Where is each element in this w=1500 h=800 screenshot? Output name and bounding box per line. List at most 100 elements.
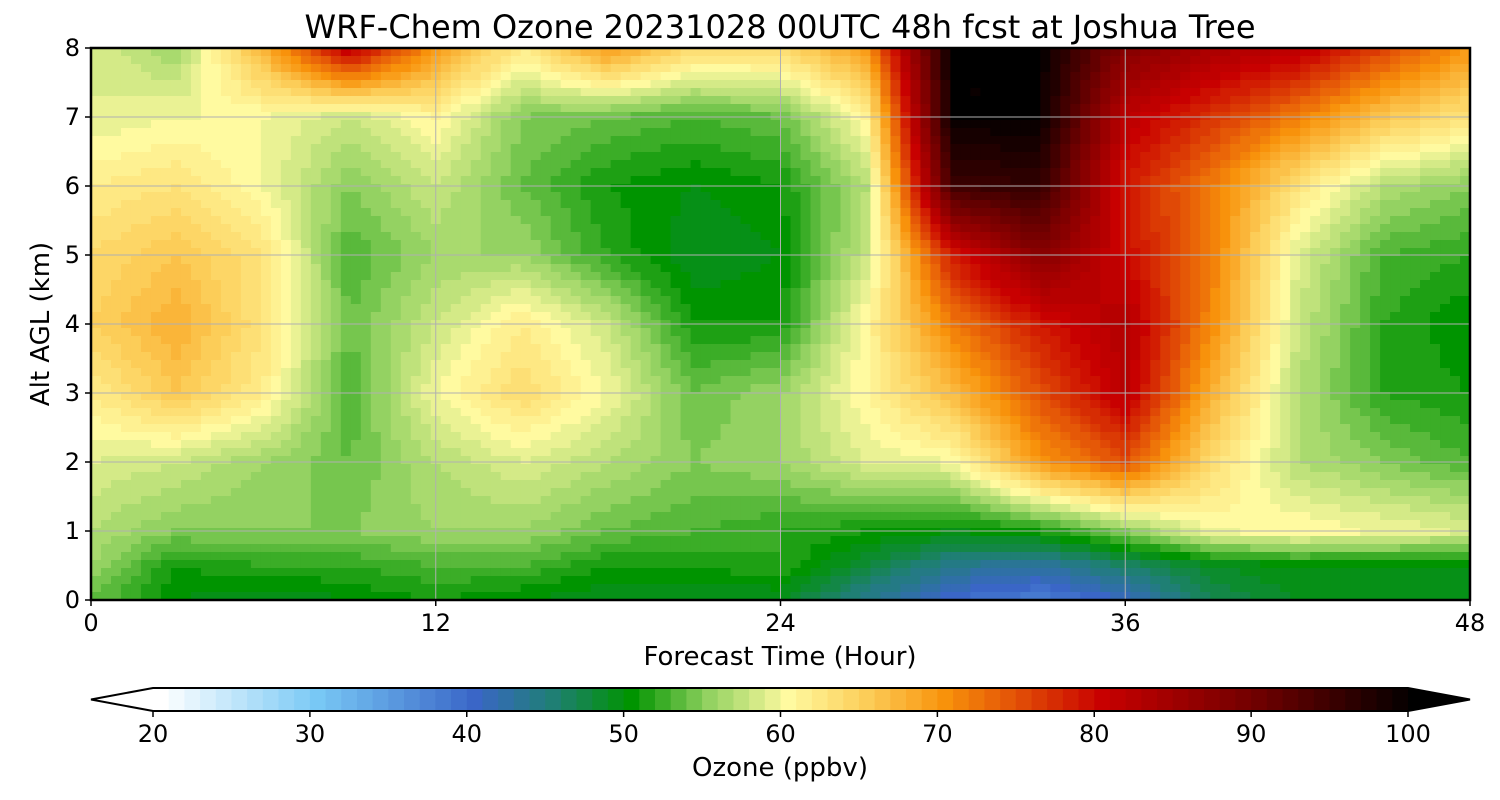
contour-cell bbox=[1150, 152, 1161, 161]
contour-cell bbox=[220, 200, 232, 209]
contour-cell bbox=[1410, 168, 1421, 177]
contour-cell bbox=[100, 216, 112, 225]
contour-cell bbox=[1190, 224, 1201, 233]
contour-cell bbox=[660, 272, 672, 281]
contour-cell bbox=[510, 232, 522, 241]
contour-cell bbox=[1430, 96, 1441, 105]
contour-cell bbox=[350, 240, 362, 249]
contour-cell bbox=[400, 160, 412, 169]
contour-cell bbox=[390, 288, 402, 297]
contour-cell bbox=[790, 96, 802, 105]
contour-cell bbox=[1200, 208, 1211, 217]
contour-cell bbox=[1060, 296, 1071, 305]
contour-cell bbox=[480, 176, 492, 185]
contour-cell bbox=[1000, 104, 1011, 113]
contour-cell bbox=[1200, 192, 1211, 201]
contour-cell bbox=[1420, 72, 1431, 81]
contour-cell bbox=[1110, 248, 1121, 257]
contour-cell bbox=[130, 144, 142, 153]
contour-cell bbox=[450, 232, 462, 241]
contour-cell bbox=[450, 88, 462, 97]
contour-cell bbox=[660, 264, 672, 273]
contour-cell bbox=[960, 120, 971, 129]
contour-cell bbox=[1300, 176, 1311, 185]
contour-cell bbox=[850, 72, 862, 81]
contour-cell bbox=[1180, 96, 1191, 105]
contour-cell bbox=[1400, 200, 1411, 209]
contour-cell bbox=[1330, 296, 1341, 305]
contour-cell bbox=[730, 88, 742, 97]
contour-cell bbox=[730, 296, 742, 305]
contour-cell bbox=[260, 208, 272, 217]
contour-cell bbox=[1270, 288, 1281, 297]
contour-cell bbox=[1170, 96, 1181, 105]
contour-cell bbox=[1170, 272, 1181, 281]
contour-cell bbox=[170, 200, 182, 209]
contour-cell bbox=[1090, 48, 1101, 57]
contour-cell bbox=[520, 176, 532, 185]
contour-cell bbox=[1050, 192, 1061, 201]
contour-cell bbox=[790, 328, 802, 337]
contour-cell bbox=[1310, 56, 1321, 65]
contour-cell bbox=[580, 56, 592, 65]
contour-cell bbox=[200, 264, 212, 273]
contour-cell bbox=[900, 312, 911, 321]
contour-cell bbox=[980, 216, 991, 225]
contour-cell bbox=[230, 192, 242, 201]
contour-cell bbox=[720, 264, 732, 273]
contour-cell bbox=[300, 264, 312, 273]
contour-cell bbox=[580, 256, 592, 265]
contour-cell bbox=[1350, 112, 1361, 121]
contour-cell bbox=[1250, 224, 1261, 233]
contour-cell bbox=[610, 56, 622, 65]
contour-cell bbox=[1360, 144, 1371, 153]
contour-cell bbox=[1170, 232, 1181, 241]
contour-cell bbox=[740, 112, 752, 121]
contour-cell bbox=[690, 216, 702, 225]
contour-cell bbox=[1180, 208, 1191, 217]
contour-cell bbox=[530, 328, 542, 337]
contour-cell bbox=[820, 48, 832, 57]
contour-cell bbox=[910, 120, 921, 129]
contour-cell bbox=[460, 304, 472, 313]
contour-cell bbox=[1320, 232, 1331, 241]
contour-cell bbox=[1010, 168, 1021, 177]
contour-cell bbox=[470, 256, 482, 265]
contour-cell bbox=[200, 224, 212, 233]
contour-cell bbox=[480, 256, 492, 265]
contour-cell bbox=[1440, 248, 1451, 257]
contour-cell bbox=[730, 168, 742, 177]
contour-cell bbox=[500, 56, 512, 65]
contour-cell bbox=[680, 272, 692, 281]
contour-cell bbox=[420, 56, 432, 65]
contour-cell bbox=[740, 312, 752, 321]
contour-cell bbox=[1400, 216, 1411, 225]
contour-cell bbox=[1160, 312, 1171, 321]
contour-cell bbox=[1080, 128, 1091, 137]
contour-cell bbox=[440, 248, 452, 257]
contour-cell bbox=[420, 184, 432, 193]
contour-cell bbox=[820, 136, 832, 145]
contour-cell bbox=[920, 208, 931, 217]
contour-cell bbox=[780, 80, 792, 89]
contour-cell bbox=[1170, 136, 1181, 145]
contour-cell bbox=[1450, 304, 1461, 313]
contour-cell bbox=[1440, 312, 1451, 321]
contour-cell bbox=[950, 112, 961, 121]
contour-cell bbox=[720, 216, 732, 225]
contour-cell bbox=[390, 208, 402, 217]
contour-cell bbox=[400, 240, 412, 249]
contour-cell bbox=[1370, 160, 1381, 169]
contour-cell bbox=[1060, 88, 1071, 97]
contour-cell bbox=[1460, 208, 1470, 217]
contour-cell bbox=[1010, 176, 1021, 185]
contour-cell bbox=[1310, 184, 1321, 193]
contour-cell bbox=[390, 56, 402, 65]
contour-cell bbox=[320, 208, 332, 217]
contour-cell bbox=[210, 264, 222, 273]
contour-cell bbox=[710, 152, 722, 161]
contour-cell bbox=[810, 176, 822, 185]
contour-cell bbox=[1270, 160, 1281, 169]
contour-cell bbox=[1230, 192, 1241, 201]
contour-cell bbox=[1230, 296, 1241, 305]
